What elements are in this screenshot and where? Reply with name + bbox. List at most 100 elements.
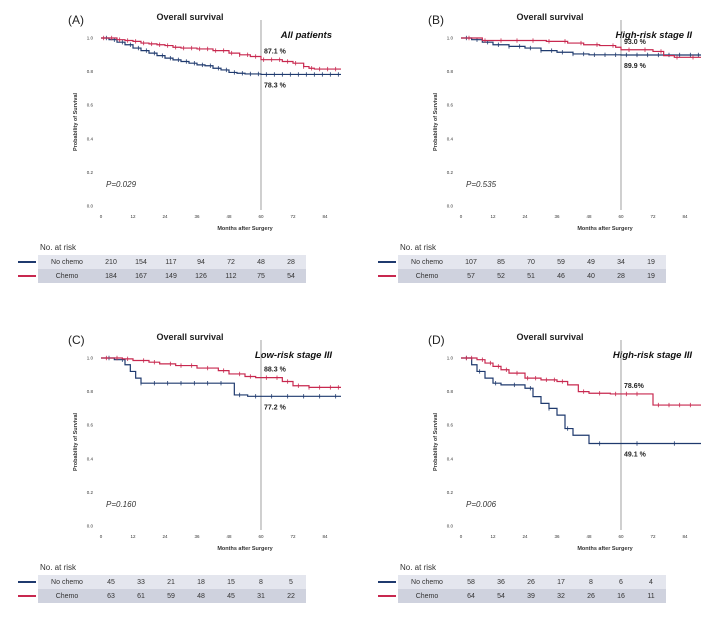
risk-count: 107 [456,255,486,269]
risk-count: 149 [156,269,186,283]
x-tick-label: 36 [554,534,560,539]
x-tick-label: 72 [650,534,656,539]
chart-subtitle: High-risk stage II [615,30,692,41]
x-tick-label: 0 [100,534,103,539]
risk-count: 5 [276,575,306,589]
x-tick-label: 84 [682,534,688,539]
risk-count: 72 [216,255,246,269]
km-plot: (C) Overall survival Low-risk stage III Pro… [68,332,341,552]
y-tick-label: 0.8 [447,69,454,74]
km-panel-3: (D) Overall survival High-risk stage III Pr… [360,320,720,624]
legend-swatch [18,595,36,597]
risk-count: 17 [546,575,576,589]
y-tick-label: 0.8 [87,389,94,394]
risk-count: 45 [96,575,126,589]
y-tick-label: 0.8 [87,69,94,74]
risk-count: 63 [96,589,126,603]
risk-count: 40 [576,269,606,283]
risk-count: 184 [96,269,126,283]
survival-curve-no-chemo [101,37,341,76]
y-axis-label: Probability of Survival [433,92,439,151]
risk-row-no-chemo: No chemo 58 36 26 17 8 6 4 [398,575,666,589]
annotation-no-chemo: 78.3 % [264,82,287,89]
x-tick-label: 48 [226,214,232,219]
risk-count: 48 [246,255,276,269]
y-tick-label: 0.8 [447,389,454,394]
risk-count: 11 [636,589,666,603]
risk-count: 126 [186,269,216,283]
y-tick-label: 0.6 [447,103,454,108]
risk-table: No chemo 45 33 21 18 15 8 5 Chemo 63 61 59 48 45 31 22 [38,575,306,603]
risk-count: 75 [246,269,276,283]
y-tick-label: 0.6 [87,423,94,428]
km-panel-1: (B) Overall survival High-risk stage II Pro… [360,0,720,304]
risk-count: 58 [456,575,486,589]
x-tick-label: 48 [586,214,592,219]
risk-row-chemo: Chemo 57 52 51 46 40 28 19 [398,269,666,283]
risk-row-label: Chemo [398,269,456,283]
risk-count: 154 [126,255,156,269]
risk-count: 26 [576,589,606,603]
annotation-chemo: 78.6% [624,383,645,390]
risk-table-title: No. at risk [40,563,77,572]
survival-curve-no-chemo [461,37,701,56]
x-tick-label: 24 [522,214,528,219]
risk-row-no-chemo: No chemo 107 85 70 59 49 34 19 [398,255,666,269]
annotation-no-chemo: 89.9 % [624,63,647,70]
km-plot: (B) Overall survival High-risk stage II Pro… [428,12,701,232]
y-axis-label: Probability of Survival [73,92,79,151]
y-tick-label: 0.4 [447,456,454,461]
risk-count: 39 [516,589,546,603]
p-value: P=0.006 [466,500,497,509]
annotation-chemo: 87.1 % [264,49,287,56]
legend-swatch [18,261,36,263]
x-tick-label: 72 [290,214,296,219]
chart-title: Overall survival [156,332,223,342]
panel-label: (B) [428,13,444,27]
x-tick-label: 84 [322,534,328,539]
x-tick-label: 36 [554,214,560,219]
risk-count: 36 [486,575,516,589]
risk-row-label: No chemo [38,575,96,589]
risk-row-label: Chemo [38,269,96,283]
risk-count: 51 [516,269,546,283]
annotation-chemo: 93.0 % [624,39,647,46]
y-tick-label: 0.0 [87,204,94,209]
risk-count: 8 [576,575,606,589]
legend-swatch [378,275,396,277]
y-tick-label: 0.4 [87,456,94,461]
x-tick-label: 84 [682,214,688,219]
x-tick-label: 48 [586,534,592,539]
risk-count: 167 [126,269,156,283]
annotation-chemo: 88.3 % [264,367,287,374]
x-tick-label: 12 [490,534,496,539]
p-value: P=0.160 [106,500,137,509]
survival-curve-chemo [461,37,701,58]
x-tick-label: 60 [618,534,624,539]
risk-count: 28 [606,269,636,283]
y-tick-label: 1.0 [87,356,94,361]
risk-table-title: No. at risk [400,563,437,572]
risk-count: 26 [516,575,546,589]
survival-curve-no-chemo [461,357,701,445]
x-tick-label: 24 [162,534,168,539]
risk-count: 52 [486,269,516,283]
risk-count: 6 [606,575,636,589]
chart-title: Overall survival [516,12,583,22]
km-plot: (A) Overall survival All patients Probabili… [68,12,341,232]
x-axis-label: Months after Surgery [577,226,633,232]
risk-count: 59 [546,255,576,269]
p-value: P=0.535 [466,180,497,189]
x-tick-label: 0 [100,214,103,219]
chart-title: Overall survival [156,12,223,22]
legend-swatch [378,581,396,583]
risk-count: 70 [516,255,546,269]
risk-count: 33 [126,575,156,589]
legend-swatch [378,261,396,263]
risk-count: 21 [156,575,186,589]
risk-count: 8 [246,575,276,589]
risk-row-label: Chemo [38,589,96,603]
survival-curve-chemo [461,357,701,406]
km-panel-2: (C) Overall survival Low-risk stage III Pro… [0,320,360,624]
risk-row-label: Chemo [398,589,456,603]
